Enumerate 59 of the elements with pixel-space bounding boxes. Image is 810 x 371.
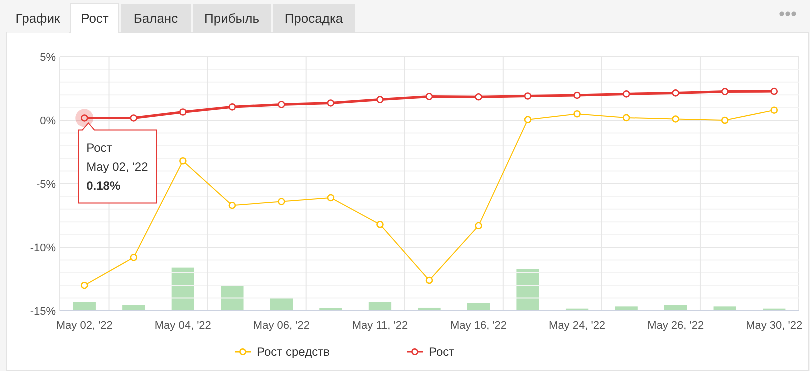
point [327,100,335,107]
y-tick-label: 0% [40,116,56,128]
point [376,220,384,228]
point [80,282,88,290]
x-tick-label: May 04, '22 [154,320,212,332]
y-tick-label: -15% [30,306,56,318]
point [426,93,434,100]
point [130,114,138,122]
bar [516,269,540,311]
y-tick-label: -5% [36,179,56,191]
text: График [16,11,61,26]
y-tick-label: -10% [30,242,56,254]
legend-label: Рост [429,345,456,359]
x-tick-label: May 02, '22 [56,320,113,332]
point [426,276,434,284]
point [524,116,532,124]
point [672,116,680,123]
point [622,90,630,98]
point [475,93,482,101]
point [180,108,187,116]
point [721,116,729,124]
annotation: Рост May 02, '22 0.18% [86,141,149,194]
text: Просадка [284,11,344,26]
x-tick-label: May 16, '22 [450,320,508,332]
point [327,194,335,202]
point [622,114,630,122]
text: Прибыль [204,11,260,26]
point [770,106,778,114]
point [770,88,778,96]
point [574,92,581,100]
point [278,101,286,108]
point [228,202,236,210]
x-tick-label: May 30, '22 [746,320,803,332]
point [278,198,286,206]
point [475,222,482,230]
x-tick-label: May 24, '22 [549,320,606,332]
point [524,92,532,100]
point [376,96,384,104]
x-tick-label: May 11, '22 [352,320,408,332]
bar [172,268,194,311]
bar [73,302,96,311]
bar [714,306,736,311]
point [228,104,236,111]
bar [615,306,638,311]
text: Баланс [134,11,179,26]
bar [467,303,490,311]
bar [368,302,392,311]
x-tick-label: May 06, '22 [253,320,310,332]
point [721,88,729,96]
x-tick-label: May 26, '22 [648,320,704,332]
bar [270,298,294,311]
text: Рост [81,11,109,26]
bar [221,286,244,311]
point [672,90,680,97]
point [574,110,581,118]
legend-label: Рост средств [257,345,330,359]
point [130,254,138,262]
point [180,157,187,165]
y-tick-label: 5% [40,52,56,64]
